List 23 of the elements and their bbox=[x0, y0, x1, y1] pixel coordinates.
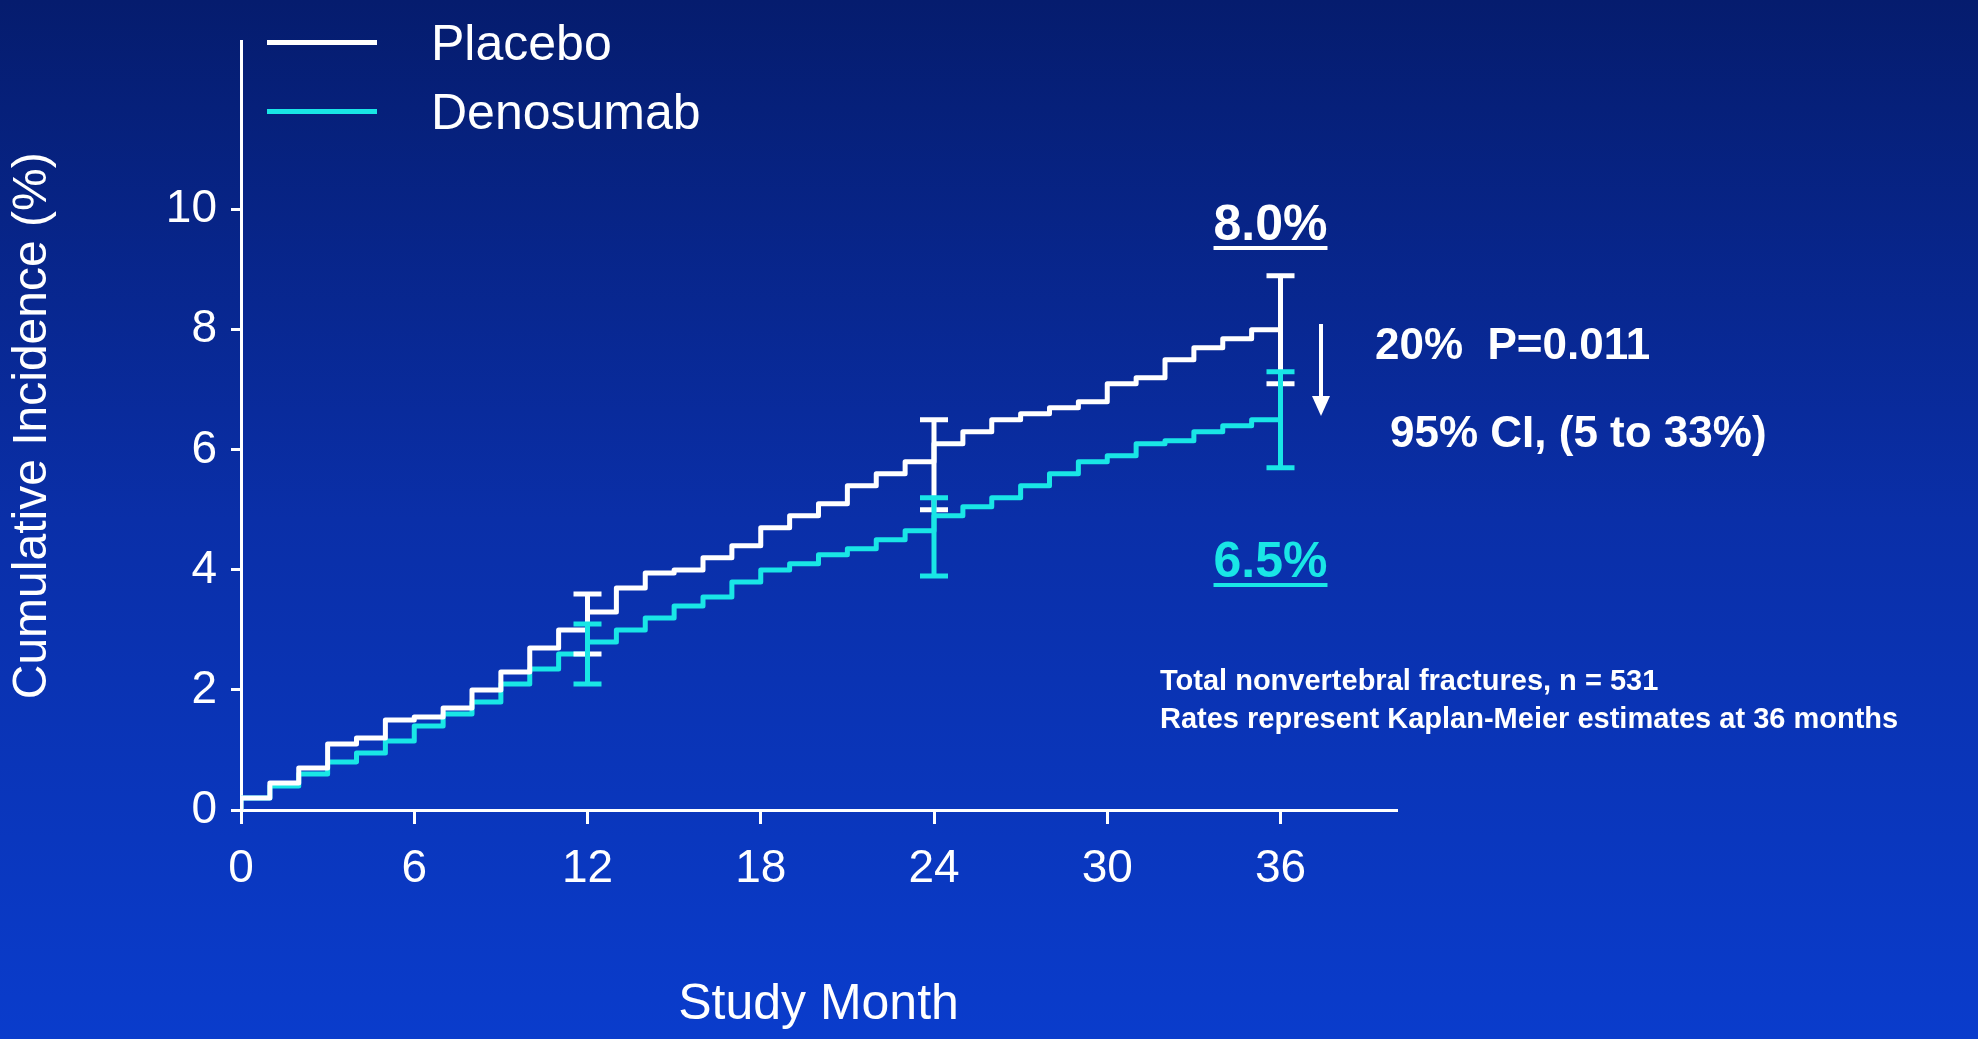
x-tick-label: 36 bbox=[1254, 840, 1307, 893]
annotation: 8.0% bbox=[1213, 194, 1328, 251]
x-tick-label: 0 bbox=[228, 840, 254, 893]
x-tick-label: 30 bbox=[1081, 840, 1133, 893]
y-tick-label: 0 bbox=[191, 780, 217, 833]
annotation: 6.5% bbox=[1213, 531, 1328, 588]
annotation: Total nonvertebral fractures, n = 531 bbox=[1160, 664, 1659, 696]
y-tick-label: 8 bbox=[191, 300, 217, 353]
y-tick-label: 10 bbox=[165, 180, 217, 233]
x-tick-label: 24 bbox=[908, 840, 960, 893]
x-axis-title: Study Month bbox=[678, 973, 959, 1030]
annotation: 20% P=0.011 bbox=[1375, 319, 1651, 369]
x-tick-label: 18 bbox=[735, 840, 787, 893]
annotation: 95% CI, (5 to 33%) bbox=[1390, 407, 1767, 457]
x-tick-label: 12 bbox=[561, 840, 614, 893]
y-tick-label: 6 bbox=[191, 420, 217, 473]
y-tick-label: 2 bbox=[191, 660, 217, 713]
legend-label: Placebo bbox=[431, 13, 612, 72]
legend-label: Denosumab bbox=[431, 82, 701, 141]
x-tick-label: 6 bbox=[401, 840, 428, 893]
y-axis-title: Cumulative Incidence (%) bbox=[3, 152, 57, 700]
y-tick-label: 4 bbox=[191, 540, 217, 593]
annotation: Rates represent Kaplan-Meier estimates at 36 months bbox=[1160, 702, 1899, 734]
